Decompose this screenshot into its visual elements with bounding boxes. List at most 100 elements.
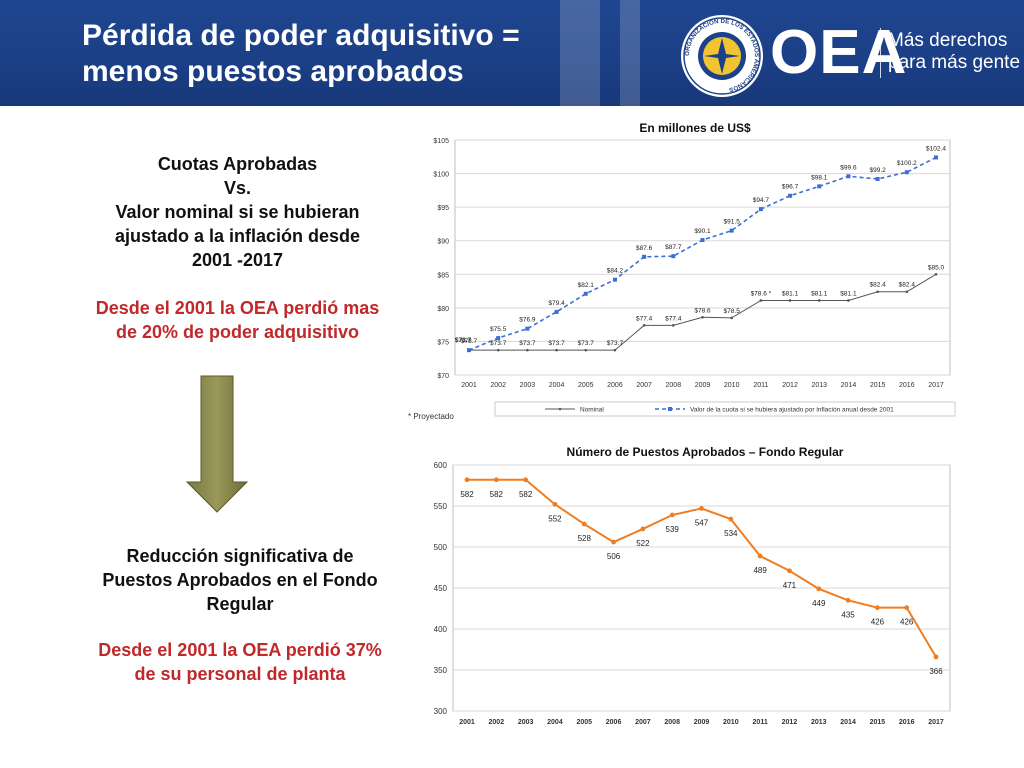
x-tick-label: 2002 <box>490 382 506 389</box>
x-tick-label: 2009 <box>695 382 711 389</box>
x-tick-label: 2003 <box>520 382 536 389</box>
text-line: Vs. <box>223 178 252 198</box>
data-label: $73.7 <box>548 340 565 347</box>
data-label: $90.1 <box>694 228 711 235</box>
x-tick-label: 2013 <box>811 382 827 389</box>
data-point <box>581 521 587 527</box>
chart1-footnote: * Proyectado <box>408 412 454 421</box>
data-label: 366 <box>929 667 943 676</box>
data-label: 582 <box>490 490 504 499</box>
data-point <box>496 336 501 341</box>
data-label: $76.9 <box>519 317 536 324</box>
x-tick-label: 2005 <box>576 719 592 726</box>
highlight-line: Desde el 2001 la OEA perdió 37% <box>98 640 382 660</box>
text-line: Valor nominal si se hubieran <box>115 202 360 222</box>
data-point <box>757 553 763 559</box>
data-point <box>934 272 938 276</box>
highlight-line: de su personal de planta <box>134 664 346 684</box>
data-point <box>669 512 675 518</box>
data-label: 426 <box>900 618 914 627</box>
data-label: $82.1 <box>578 282 595 289</box>
data-label: $79.4 <box>548 300 565 307</box>
data-point <box>552 501 558 507</box>
chart2-title: Número de Puestos Aprobados – Fondo Regu… <box>566 445 844 459</box>
data-point <box>671 254 676 259</box>
data-point <box>525 326 530 331</box>
data-label: $73.7 <box>490 340 507 347</box>
data-label: $82.4 <box>869 282 886 289</box>
x-tick-label: 2006 <box>607 382 623 389</box>
data-point <box>554 309 559 314</box>
y-tick-label: 450 <box>434 584 448 593</box>
data-point <box>584 348 588 352</box>
data-label: $77.4 <box>636 315 653 322</box>
y-tick-label: 350 <box>434 666 448 675</box>
data-label: $84.2 <box>607 268 624 275</box>
data-point <box>874 605 880 611</box>
y-tick-label: 550 <box>434 502 448 511</box>
logo-tagline: Más derechos para más gente <box>888 30 1020 74</box>
data-point <box>758 207 763 212</box>
data-label: $75.5 <box>490 326 507 333</box>
data-label: $96.7 <box>782 184 799 191</box>
text-line: ajustado a la inflación desde <box>114 226 361 246</box>
y-tick-label: $90 <box>437 239 449 246</box>
data-label: $81.1 <box>782 290 799 297</box>
x-tick-label: 2005 <box>578 382 594 389</box>
down-arrow-icon <box>185 375 249 513</box>
logo-separator <box>880 28 881 78</box>
text-line: Cuotas Aprobadas <box>157 154 318 174</box>
data-point <box>845 597 851 603</box>
data-point <box>555 348 558 352</box>
x-tick-label: 2014 <box>841 382 857 389</box>
data-point <box>788 299 792 302</box>
data-label: 522 <box>636 539 650 548</box>
x-tick-label: 2008 <box>664 719 680 726</box>
header-decor-band <box>560 0 600 106</box>
page-title: Pérdida de poder adquisitivo = menos pue… <box>82 18 602 90</box>
data-label: 552 <box>548 514 562 523</box>
data-point <box>642 254 647 259</box>
x-tick-label: 2009 <box>694 719 710 726</box>
data-label: $85.0 <box>928 264 945 271</box>
x-tick-label: 2001 <box>461 382 477 389</box>
data-label: $73.7 <box>461 338 478 345</box>
text-line: Puestos Aprobados en el Fondo <box>102 570 378 590</box>
spacer <box>70 616 410 638</box>
data-point <box>817 299 821 302</box>
data-label: 528 <box>578 534 592 543</box>
x-tick-label: 2010 <box>723 719 739 726</box>
legend-label: Valor de la cuota si se hubiera ajustado… <box>690 407 894 414</box>
header-banner: Pérdida de poder adquisitivo = menos pue… <box>0 0 1024 106</box>
data-point <box>817 184 822 189</box>
data-point <box>611 539 616 545</box>
data-label: $99.6 <box>840 164 857 171</box>
x-tick-label: 2012 <box>782 719 798 726</box>
data-point <box>701 315 704 319</box>
data-point <box>464 477 470 483</box>
y-tick-label: $80 <box>437 306 449 313</box>
oea-seal-icon: ORGANIZACIÓN DE LOS ESTADOS AMERICANOS <box>681 15 763 97</box>
data-label: $100.2 <box>897 160 917 167</box>
data-label: $99.2 <box>869 167 886 174</box>
x-tick-label: 2017 <box>928 382 944 389</box>
title-line-2: menos puestos aprobados <box>82 55 464 88</box>
x-tick-label: 2011 <box>753 719 768 726</box>
chart1-title: En millones de US$ <box>639 121 751 135</box>
data-label: $78.6 * <box>751 290 772 297</box>
y-tick-label: $105 <box>433 138 449 145</box>
data-point <box>730 316 733 320</box>
data-point <box>788 193 793 198</box>
x-tick-label: 2014 <box>840 719 856 726</box>
data-point <box>523 477 529 483</box>
data-label: $102.4 <box>926 145 946 152</box>
data-point <box>847 299 850 302</box>
text-line: Reducción significativa de <box>126 546 354 566</box>
data-label: 426 <box>871 618 885 627</box>
data-label: $78.5 <box>724 308 741 315</box>
data-point <box>787 568 792 574</box>
data-label: 539 <box>666 525 680 534</box>
x-tick-label: 2012 <box>782 382 798 389</box>
data-label: $81.1 <box>811 290 828 297</box>
data-label: 506 <box>607 552 621 561</box>
